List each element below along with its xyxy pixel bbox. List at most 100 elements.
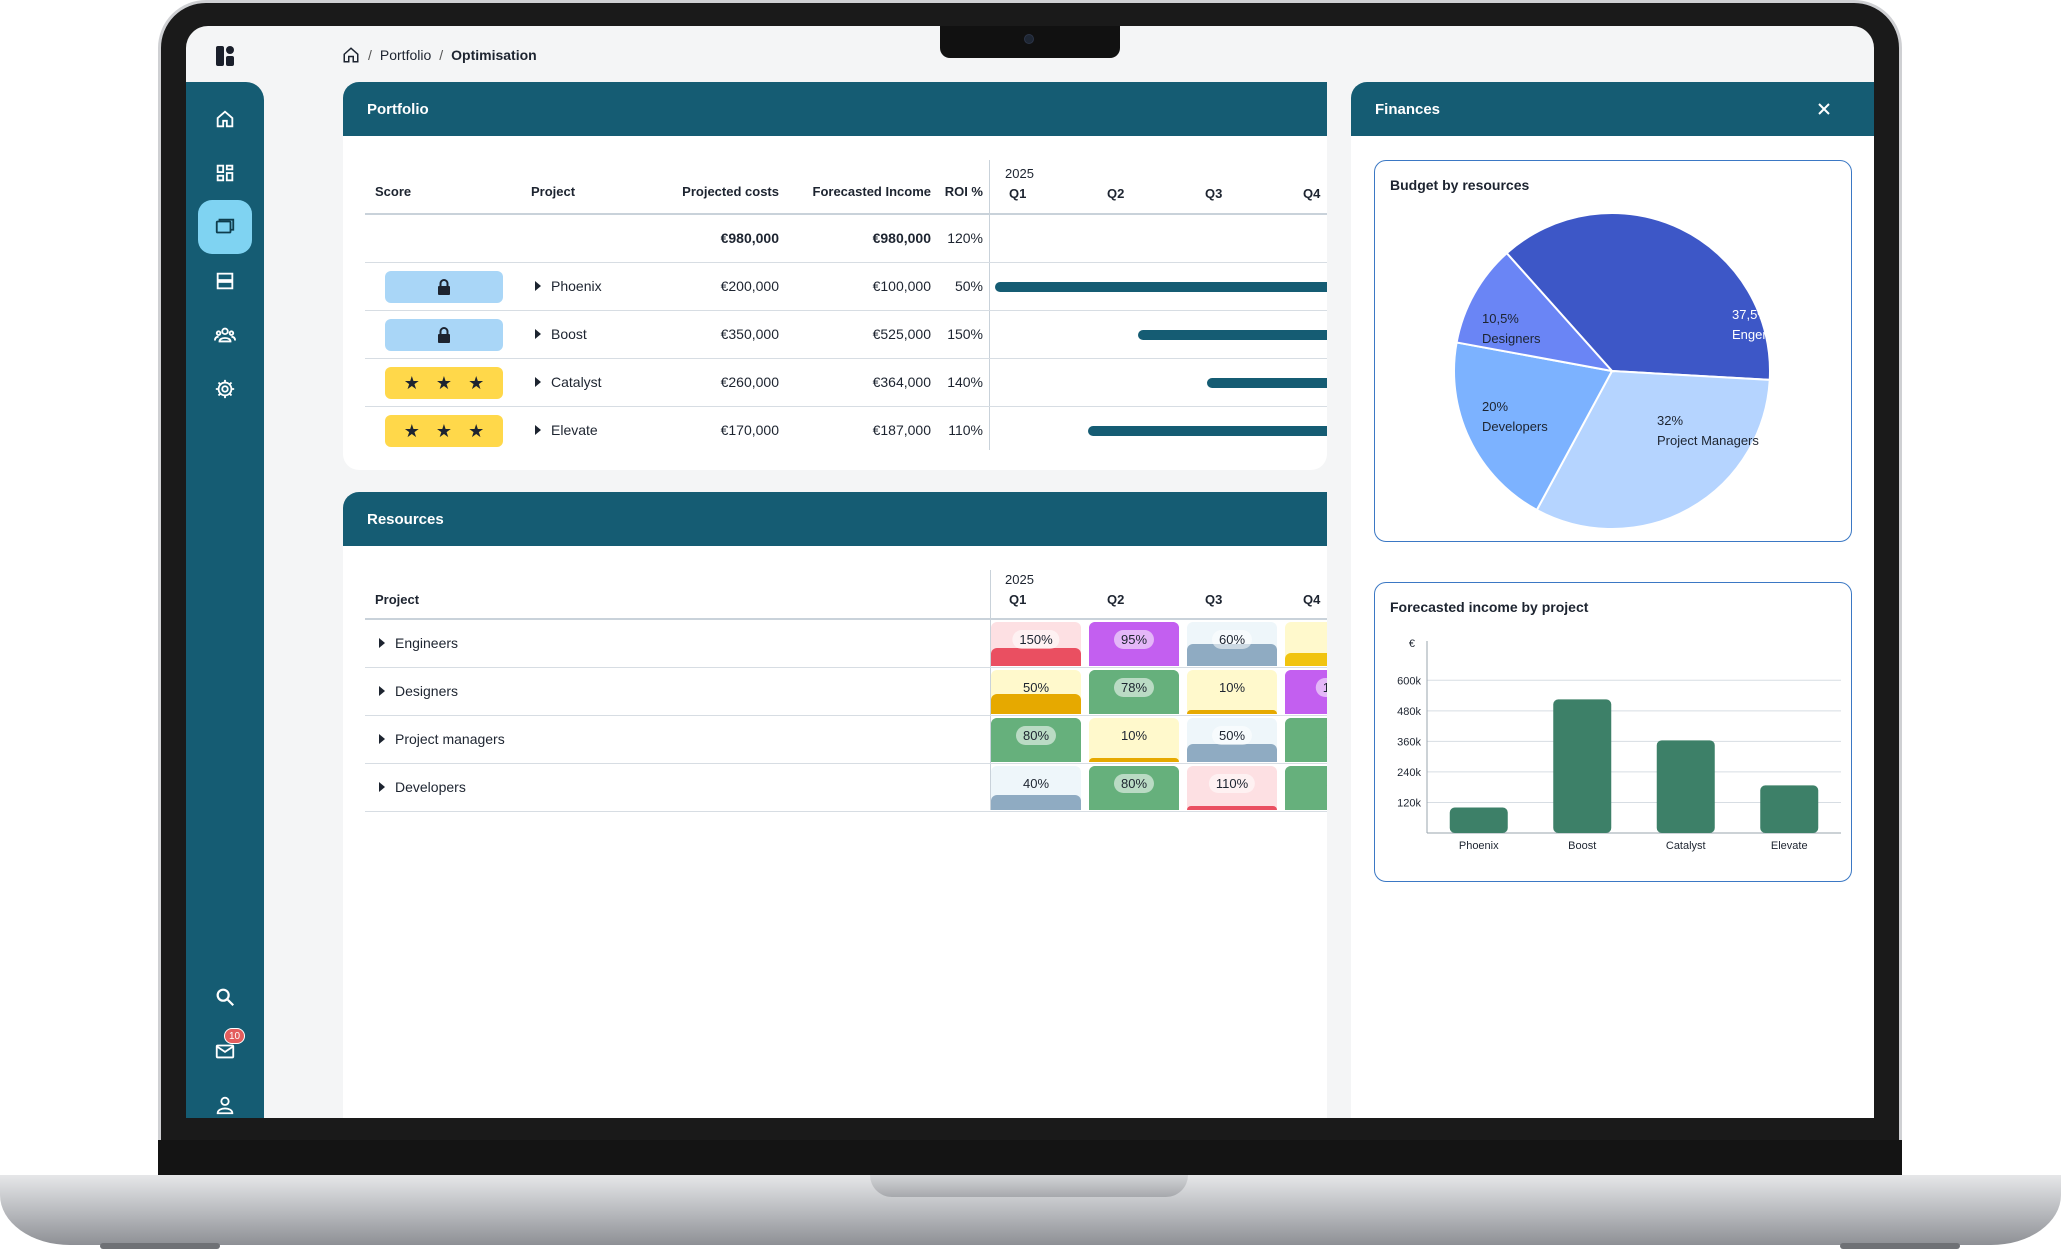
allocation-value: 95% [1113,630,1155,649]
star-icon: ★ [435,420,453,441]
project-name[interactable]: Elevate [535,422,598,438]
timeline-year: 2025 [1005,572,1034,587]
app-logo[interactable] [216,46,236,66]
table-row[interactable]: Phoenix €200,000 €100,000 50% [365,263,1327,311]
resources-panel: Resources Project 2025 Q1 Q2 Q3 Q4 Engin… [343,492,1327,1118]
sidebar-item-settings[interactable] [198,362,252,416]
roi-value: 50% [954,278,983,294]
table-row[interactable]: ★ ★ ★ Elevate €170,000 €187,000 110% [365,407,1327,455]
bar-chart: €120k 240k 360k 480k 600k Phoenix Boost Catalys… [1397,638,1841,852]
sidebar-item-portfolio[interactable] [198,200,252,254]
sidebar-item-team[interactable] [198,308,252,362]
bar-boost[interactable] [1553,699,1612,833]
allocation-cell[interactable]: 1 [1285,622,1327,666]
sidebar-item-profile[interactable] [198,1078,252,1118]
table-row[interactable]: ★ ★ ★ Catalyst €260,000 €364,000 140% [365,359,1327,407]
score-locked[interactable] [385,271,503,303]
total-income: €980,000 [872,230,931,246]
allocation-value: 110% [1208,774,1256,793]
y-tick-label: 360k [1397,736,1421,748]
allocation-cell[interactable]: 50% [1187,718,1277,762]
expand-caret-icon[interactable] [535,425,541,436]
sidebar-item-dashboard[interactable] [198,146,252,200]
column-roi[interactable]: ROI % [944,184,983,199]
allocation-cell[interactable]: 10% [1089,718,1179,762]
allocation-cell[interactable]: 10% [1187,670,1277,714]
user-icon [216,1096,234,1115]
allocation-cell[interactable]: 110% [1187,766,1277,810]
allocation-cell[interactable]: 150% [991,622,1081,666]
table-row[interactable]: Boost €350,000 €525,000 150% [365,311,1327,359]
allocation-fill [1089,757,1179,762]
panel-title: Finances [1375,100,1441,118]
lock-icon [438,279,450,295]
forecasted-income: €364,000 [872,374,931,390]
breadcrumb-portfolio[interactable]: Portfolio [379,47,432,63]
sidebar-item-search[interactable] [198,970,252,1024]
pie-value-label: 20% [1482,399,1508,414]
breadcrumb-separator: / [368,47,372,63]
y-tick-label: 120k [1397,797,1421,809]
y-tick-label: 600k [1397,675,1421,687]
close-icon[interactable] [1814,99,1834,119]
allocation-cell[interactable]: 60% [1187,622,1277,666]
column-project[interactable]: Project [531,184,576,199]
pie-slice-developers[interactable] [1453,341,1614,512]
table-row[interactable]: Engineers 150% 95% 60% 1 [365,620,1327,668]
score-stars[interactable]: ★ ★ ★ [385,415,503,447]
allocation-cell[interactable]: 40% [991,766,1081,810]
camera-notch [940,26,1120,58]
star-icon: ★ [403,372,420,393]
gantt-bar[interactable] [1137,330,1327,340]
score-locked[interactable] [385,319,503,351]
project-name[interactable]: Phoenix [535,278,602,294]
resource-name[interactable]: Designers [379,683,458,699]
allocation-cell[interactable]: 95% [1089,622,1179,666]
sidebar-item-home[interactable] [198,92,252,146]
allocation-value: 40% [1022,776,1050,791]
column-score[interactable]: Score [375,184,412,199]
home-icon[interactable] [342,46,360,64]
gantt-bar[interactable] [1207,378,1327,388]
project-name[interactable]: Catalyst [535,374,602,390]
expand-caret-icon[interactable] [379,734,385,745]
allocation-cell[interactable]: 78% [1089,670,1179,714]
pie-slice-project-managers[interactable] [1535,369,1771,530]
table-row[interactable]: Project managers 80% 10% 50% 8 [365,716,1327,764]
pie-slice-engenieers[interactable] [1505,212,1771,381]
column-forecasted-income[interactable]: Forecasted Income [812,184,932,199]
allocation-cell[interactable]: 50% [991,670,1081,714]
resource-name[interactable]: Project managers [379,731,505,747]
search-icon [216,988,235,1007]
allocation-cell[interactable]: 80% [991,718,1081,762]
resource-name[interactable]: Developers [379,779,466,795]
gantt-bar[interactable] [1087,426,1327,436]
expand-caret-icon[interactable] [535,281,541,292]
allocation-cell[interactable]: 8 [1285,718,1327,762]
column-project[interactable]: Project [375,592,420,607]
star-icon: ★ [468,372,485,393]
expand-caret-icon[interactable] [535,377,541,388]
bar-elevate[interactable] [1760,785,1819,833]
resource-name[interactable]: Engineers [379,635,458,651]
score-stars[interactable]: ★ ★ ★ [385,367,503,399]
expand-caret-icon[interactable] [379,686,385,697]
table-row[interactable]: Designers 50% 78% 10% 10 [365,668,1327,716]
expand-caret-icon[interactable] [379,638,385,649]
gantt-bar[interactable] [995,282,1327,292]
bar-catalyst[interactable] [1656,740,1715,833]
project-name[interactable]: Boost [535,326,587,342]
expand-caret-icon[interactable] [535,329,541,340]
column-projected-costs[interactable]: Projected costs [682,184,779,199]
allocation-cell[interactable]: 8 [1285,766,1327,810]
allocation-cell[interactable]: 80% [1089,766,1179,810]
sidebar-item-messages[interactable]: 10 [198,1024,252,1078]
expand-caret-icon[interactable] [379,782,385,793]
pie-slice-designers[interactable] [1455,251,1615,373]
timeline-q4: Q4 [1303,592,1321,607]
table-row[interactable]: Developers 40% 80% 110% 8 [365,764,1327,812]
bar-phoenix[interactable] [1449,807,1508,833]
allocation-cell[interactable]: 10 [1285,670,1327,714]
pie-value-label: 32% [1657,413,1683,428]
sidebar-item-data[interactable] [198,254,252,308]
